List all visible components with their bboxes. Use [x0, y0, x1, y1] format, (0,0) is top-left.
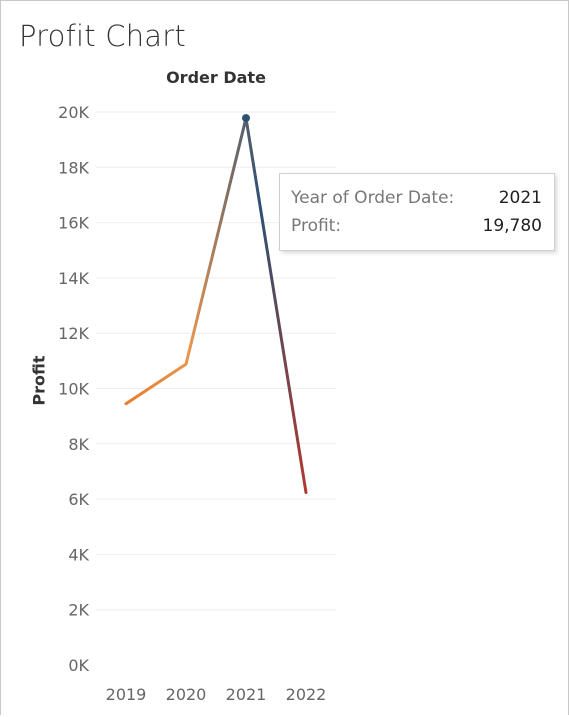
x-tick-label: 2022	[286, 685, 327, 704]
x-tick-label: 2021	[226, 685, 267, 704]
series-line-path[interactable]	[124, 116, 308, 494]
y-axis-ticks: 0K 2K 4K 6K 8K 10K 12K 14K 16K 18K 20K	[58, 103, 89, 675]
y-tick-label: 18K	[58, 158, 89, 177]
series-line[interactable]	[124, 116, 308, 494]
tooltip-row-profit: Profit: 19,780	[291, 216, 542, 240]
data-points[interactable]	[242, 114, 250, 123]
x-tick-label: 2020	[166, 685, 207, 704]
y-tick-label: 6K	[68, 490, 89, 509]
tooltip: Year of Order Date: 2021 Profit: 19,780	[279, 173, 555, 251]
tooltip-year-label: Year of Order Date:	[291, 188, 455, 208]
highlighted-point[interactable]	[242, 114, 250, 123]
y-tick-label: 10K	[58, 380, 89, 399]
tooltip-profit-value: 19,780	[482, 216, 542, 236]
y-tick-label: 12K	[58, 324, 89, 343]
y-tick-label: 2K	[68, 601, 89, 620]
tooltip-row-year: Year of Order Date: 2021	[291, 188, 542, 212]
page-title: Profit Chart	[19, 19, 186, 53]
y-tick-label: 0K	[68, 656, 89, 675]
y-tick-label: 16K	[58, 214, 89, 233]
tooltip-profit-label: Profit:	[291, 216, 342, 236]
x-tick-label: 2019	[106, 685, 147, 704]
y-tick-label: 8K	[68, 435, 89, 454]
y-tick-label: 20K	[58, 103, 89, 122]
y-tick-label: 4K	[68, 545, 89, 564]
y-tick-label: 14K	[58, 269, 89, 288]
x-axis-header: Order Date	[166, 68, 266, 87]
tooltip-year-value: 2021	[498, 188, 542, 208]
x-axis-ticks: 2019 2020 2021 2022	[106, 685, 327, 704]
